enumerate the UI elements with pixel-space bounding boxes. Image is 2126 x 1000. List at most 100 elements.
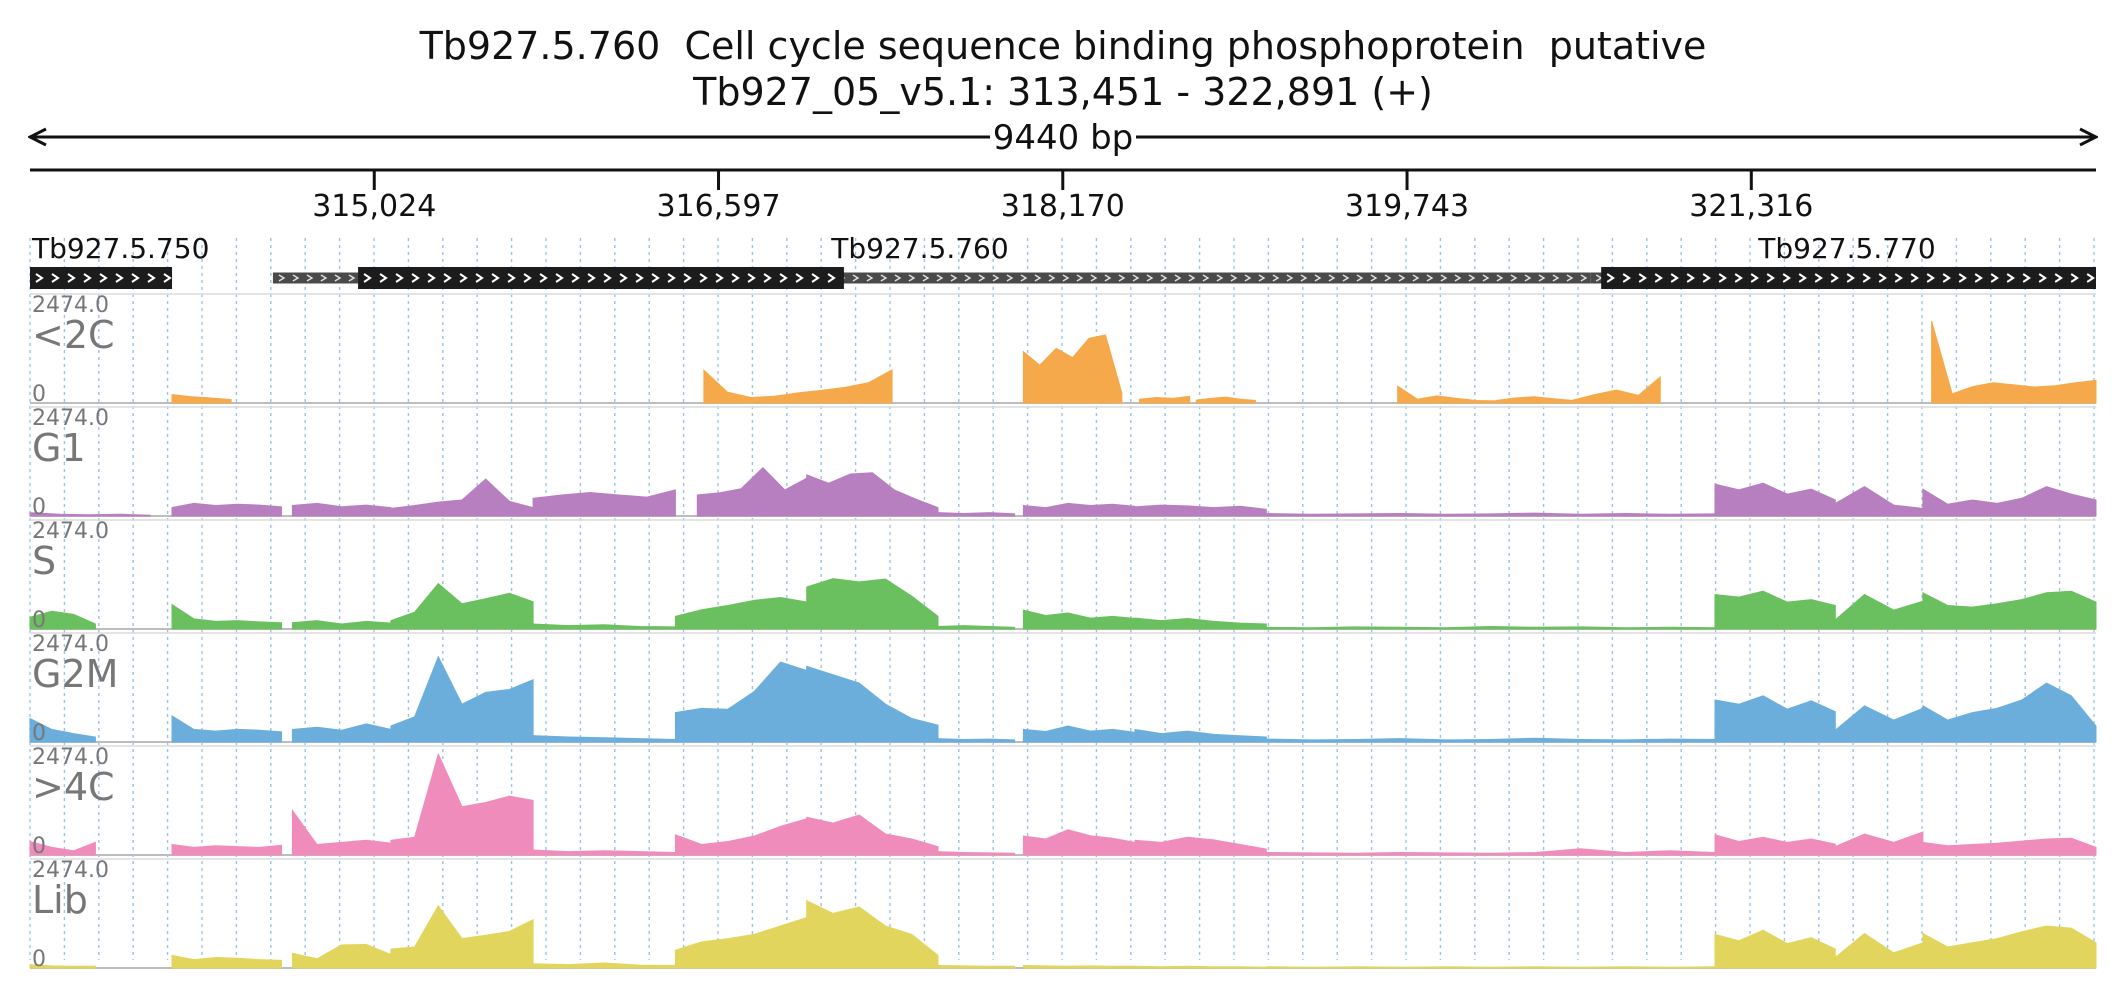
strand-chevron (699, 273, 708, 283)
coverage-area (1134, 965, 1267, 969)
strand-chevron (1090, 274, 1098, 282)
strand-chevron (1188, 274, 1196, 282)
coverage-area (1834, 831, 1924, 856)
strand-chevron (147, 273, 156, 283)
span-label: 9440 bp (993, 118, 1134, 158)
coverage-area (390, 904, 534, 969)
coverage-area (1931, 320, 2097, 404)
strand-chevron (852, 274, 860, 282)
strand-chevron (667, 273, 676, 283)
strand-chevron (395, 273, 404, 283)
strand-chevron (1006, 274, 1014, 282)
strand-chevron (1230, 274, 1238, 282)
strand-chevron (1160, 274, 1168, 282)
coverage-area (1714, 695, 1836, 743)
coverage-area (674, 818, 808, 856)
chart-title: Tb927.5.760 Cell cycle sequence binding … (419, 24, 1707, 68)
coverage-area (532, 489, 676, 517)
coverage-track: 2474.0G1 0 (29, 406, 2097, 520)
coverage-area (1922, 682, 2097, 743)
coverage-area (1134, 617, 1267, 630)
strand-chevron (1552, 274, 1560, 282)
coverage-area (1134, 728, 1267, 743)
coverage-area (390, 752, 534, 856)
y-min-label: 0 (32, 947, 46, 972)
coverage-area (674, 661, 808, 743)
strand-chevron (2054, 273, 2063, 283)
strand-chevron (1926, 273, 1935, 283)
locus-subtitle: Tb927_05_v5.1: 313,451 - 322,891 (+) (693, 70, 1433, 114)
strand-chevron (1468, 274, 1476, 282)
y-max-label: 2474.0 (32, 632, 109, 657)
coverage-area (390, 655, 534, 743)
strand-chevron (555, 273, 564, 283)
strand-chevron (1670, 273, 1679, 283)
strand-chevron (1384, 274, 1392, 282)
strand-chevron (1412, 274, 1420, 282)
strand-chevron (651, 273, 660, 283)
strand-chevron (411, 273, 420, 283)
coverage-area (1265, 512, 1716, 517)
coverage-area (1714, 482, 1836, 517)
strand-chevron (1524, 274, 1532, 282)
strand-chevron (1580, 274, 1588, 282)
strand-chevron (571, 273, 580, 283)
strand-chevron (1258, 274, 1266, 282)
strand-chevron (1814, 273, 1823, 283)
strand-chevron (1314, 274, 1322, 282)
strand-chevron (131, 273, 140, 283)
strand-chevron (619, 273, 628, 283)
gene-track: Tb927.5.750 Tb927.5.760 Tb927.5.770 (30, 232, 2096, 289)
gene-label: Tb927.5.750 (31, 232, 209, 265)
x-tick-label: 321,316 (1689, 189, 1813, 224)
coverage-area (937, 512, 1016, 517)
strand-chevron (587, 273, 596, 283)
strand-chevron (2038, 273, 2047, 283)
coverage-area (1922, 837, 2097, 856)
coverage-area (1714, 929, 1836, 969)
x-tick-label: 318,170 (1001, 189, 1125, 224)
coverage-area (1834, 593, 1924, 630)
coverage-area (937, 625, 1016, 630)
coverage-area (291, 808, 392, 856)
track-label: G1 (32, 426, 86, 470)
strand-chevron (1734, 273, 1743, 283)
coverage-area (1495, 396, 1574, 404)
coverage-area (1138, 395, 1191, 404)
coverage-area (1265, 966, 1716, 969)
strand-chevron (1606, 273, 1615, 283)
strand-chevron (1370, 274, 1378, 282)
x-tick-label: 319,743 (1345, 189, 1469, 224)
coverage-area (291, 723, 392, 743)
y-min-label: 0 (32, 382, 46, 407)
strand-chevron (1750, 273, 1759, 283)
coverage-tracks: 2474.0<2C02474.0G102474.0S02474.0G2M0247… (29, 293, 2097, 972)
strand-chevron (1118, 274, 1126, 282)
track-label: Lib (32, 878, 88, 922)
strand-chevron (1782, 273, 1791, 283)
strand-chevron (1426, 274, 1434, 282)
strand-chevron (539, 273, 548, 283)
strand-chevron (2006, 273, 2015, 283)
strand-chevron (1132, 274, 1140, 282)
coverage-area (171, 394, 232, 404)
y-min-label: 0 (32, 608, 46, 633)
strand-chevron (747, 273, 756, 283)
x-tick-label: 316,597 (656, 189, 780, 224)
coverage-area (806, 472, 939, 517)
strand-chevron (1286, 274, 1294, 282)
strand-chevron (922, 274, 930, 282)
strand-chevron (363, 273, 372, 283)
y-min-label: 0 (32, 495, 46, 520)
strand-chevron (1830, 273, 1839, 283)
strand-chevron (163, 273, 172, 283)
strand-chevron (491, 273, 500, 283)
strand-chevron (1638, 273, 1647, 283)
gene-cds (30, 267, 173, 289)
y-min-label: 0 (32, 721, 46, 746)
strand-chevron (795, 273, 804, 283)
coverage-area (1265, 625, 1716, 630)
coverage-area (1022, 964, 1136, 969)
